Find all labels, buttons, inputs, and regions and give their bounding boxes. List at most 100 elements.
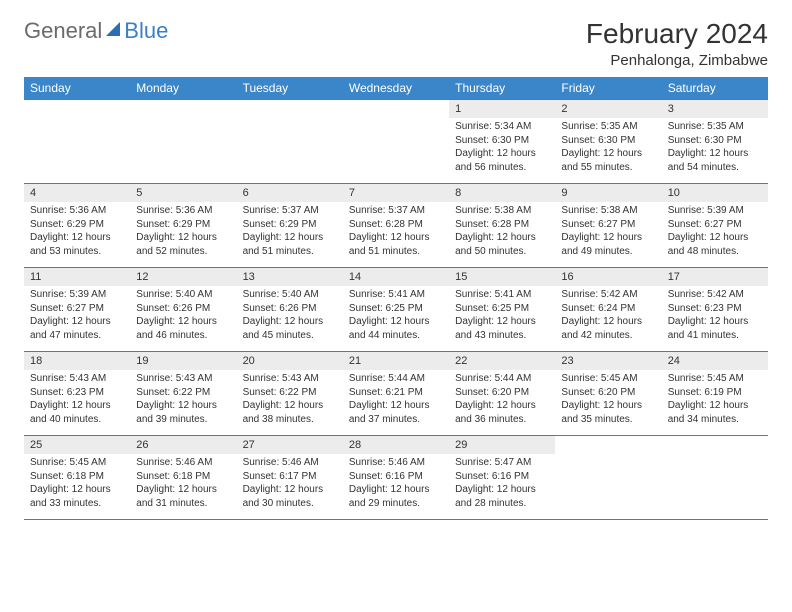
day-number: 18: [24, 352, 130, 370]
day-details: Sunrise: 5:42 AMSunset: 6:24 PMDaylight:…: [555, 286, 661, 346]
day-number: 26: [130, 436, 236, 454]
calendar-day-cell: [662, 436, 768, 520]
day-details: Sunrise: 5:36 AMSunset: 6:29 PMDaylight:…: [24, 202, 130, 262]
day-number: 27: [237, 436, 343, 454]
calendar-day-cell: [555, 436, 661, 520]
day-number: 8: [449, 184, 555, 202]
calendar-day-cell: 22Sunrise: 5:44 AMSunset: 6:20 PMDayligh…: [449, 352, 555, 436]
calendar-week-row: 11Sunrise: 5:39 AMSunset: 6:27 PMDayligh…: [24, 268, 768, 352]
day-details: Sunrise: 5:41 AMSunset: 6:25 PMDaylight:…: [449, 286, 555, 346]
calendar-day-cell: 28Sunrise: 5:46 AMSunset: 6:16 PMDayligh…: [343, 436, 449, 520]
day-of-week-header: Monday: [130, 77, 236, 100]
day-details: Sunrise: 5:39 AMSunset: 6:27 PMDaylight:…: [24, 286, 130, 346]
day-number: 21: [343, 352, 449, 370]
header: General Blue February 2024 Penhalonga, Z…: [24, 18, 768, 69]
calendar-day-cell: 26Sunrise: 5:46 AMSunset: 6:18 PMDayligh…: [130, 436, 236, 520]
day-number: 9: [555, 184, 661, 202]
calendar-day-cell: [237, 100, 343, 184]
calendar-week-row: 18Sunrise: 5:43 AMSunset: 6:23 PMDayligh…: [24, 352, 768, 436]
title-block: February 2024 Penhalonga, Zimbabwe: [586, 18, 768, 69]
calendar-day-cell: 9Sunrise: 5:38 AMSunset: 6:27 PMDaylight…: [555, 184, 661, 268]
calendar-day-cell: 21Sunrise: 5:44 AMSunset: 6:21 PMDayligh…: [343, 352, 449, 436]
calendar-body: 1Sunrise: 5:34 AMSunset: 6:30 PMDaylight…: [24, 100, 768, 520]
day-details: Sunrise: 5:38 AMSunset: 6:27 PMDaylight:…: [555, 202, 661, 262]
day-number: 4: [24, 184, 130, 202]
day-details: Sunrise: 5:43 AMSunset: 6:22 PMDaylight:…: [237, 370, 343, 430]
calendar-day-cell: 8Sunrise: 5:38 AMSunset: 6:28 PMDaylight…: [449, 184, 555, 268]
location-subtitle: Penhalonga, Zimbabwe: [586, 52, 768, 69]
day-details: Sunrise: 5:35 AMSunset: 6:30 PMDaylight:…: [662, 118, 768, 178]
day-of-week-header: Saturday: [662, 77, 768, 100]
calendar-day-cell: 1Sunrise: 5:34 AMSunset: 6:30 PMDaylight…: [449, 100, 555, 184]
calendar-day-cell: [343, 100, 449, 184]
calendar-day-cell: 6Sunrise: 5:37 AMSunset: 6:29 PMDaylight…: [237, 184, 343, 268]
day-number: 14: [343, 268, 449, 286]
day-details: Sunrise: 5:40 AMSunset: 6:26 PMDaylight:…: [237, 286, 343, 346]
calendar-day-cell: 4Sunrise: 5:36 AMSunset: 6:29 PMDaylight…: [24, 184, 130, 268]
day-details: Sunrise: 5:35 AMSunset: 6:30 PMDaylight:…: [555, 118, 661, 178]
day-number: 22: [449, 352, 555, 370]
calendar-day-cell: 24Sunrise: 5:45 AMSunset: 6:19 PMDayligh…: [662, 352, 768, 436]
day-details: Sunrise: 5:46 AMSunset: 6:16 PMDaylight:…: [343, 454, 449, 514]
calendar-header-row: SundayMondayTuesdayWednesdayThursdayFrid…: [24, 77, 768, 100]
calendar-day-cell: 12Sunrise: 5:40 AMSunset: 6:26 PMDayligh…: [130, 268, 236, 352]
calendar-day-cell: 19Sunrise: 5:43 AMSunset: 6:22 PMDayligh…: [130, 352, 236, 436]
day-number: 1: [449, 100, 555, 118]
day-number: 7: [343, 184, 449, 202]
day-number: 10: [662, 184, 768, 202]
calendar-page: General Blue February 2024 Penhalonga, Z…: [0, 0, 792, 538]
day-of-week-header: Friday: [555, 77, 661, 100]
day-number: 25: [24, 436, 130, 454]
day-details: Sunrise: 5:44 AMSunset: 6:20 PMDaylight:…: [449, 370, 555, 430]
day-details: Sunrise: 5:45 AMSunset: 6:18 PMDaylight:…: [24, 454, 130, 514]
logo-text-general: General: [24, 18, 102, 44]
calendar-day-cell: 20Sunrise: 5:43 AMSunset: 6:22 PMDayligh…: [237, 352, 343, 436]
month-title: February 2024: [586, 18, 768, 50]
day-of-week-header: Sunday: [24, 77, 130, 100]
calendar-day-cell: 10Sunrise: 5:39 AMSunset: 6:27 PMDayligh…: [662, 184, 768, 268]
logo: General Blue: [24, 18, 168, 44]
day-details: Sunrise: 5:40 AMSunset: 6:26 PMDaylight:…: [130, 286, 236, 346]
calendar-week-row: 4Sunrise: 5:36 AMSunset: 6:29 PMDaylight…: [24, 184, 768, 268]
day-details: Sunrise: 5:37 AMSunset: 6:28 PMDaylight:…: [343, 202, 449, 262]
day-details: Sunrise: 5:37 AMSunset: 6:29 PMDaylight:…: [237, 202, 343, 262]
day-details: Sunrise: 5:43 AMSunset: 6:22 PMDaylight:…: [130, 370, 236, 430]
calendar-day-cell: 29Sunrise: 5:47 AMSunset: 6:16 PMDayligh…: [449, 436, 555, 520]
day-of-week-header: Tuesday: [237, 77, 343, 100]
day-number: 29: [449, 436, 555, 454]
day-number: 28: [343, 436, 449, 454]
day-number: 16: [555, 268, 661, 286]
day-details: Sunrise: 5:38 AMSunset: 6:28 PMDaylight:…: [449, 202, 555, 262]
day-details: Sunrise: 5:42 AMSunset: 6:23 PMDaylight:…: [662, 286, 768, 346]
calendar-day-cell: 14Sunrise: 5:41 AMSunset: 6:25 PMDayligh…: [343, 268, 449, 352]
calendar-week-row: 25Sunrise: 5:45 AMSunset: 6:18 PMDayligh…: [24, 436, 768, 520]
calendar-day-cell: 25Sunrise: 5:45 AMSunset: 6:18 PMDayligh…: [24, 436, 130, 520]
calendar-day-cell: 13Sunrise: 5:40 AMSunset: 6:26 PMDayligh…: [237, 268, 343, 352]
calendar-day-cell: 16Sunrise: 5:42 AMSunset: 6:24 PMDayligh…: [555, 268, 661, 352]
calendar-day-cell: 11Sunrise: 5:39 AMSunset: 6:27 PMDayligh…: [24, 268, 130, 352]
calendar-day-cell: 17Sunrise: 5:42 AMSunset: 6:23 PMDayligh…: [662, 268, 768, 352]
calendar-week-row: 1Sunrise: 5:34 AMSunset: 6:30 PMDaylight…: [24, 100, 768, 184]
calendar-table: SundayMondayTuesdayWednesdayThursdayFrid…: [24, 77, 768, 520]
calendar-day-cell: 23Sunrise: 5:45 AMSunset: 6:20 PMDayligh…: [555, 352, 661, 436]
day-details: Sunrise: 5:44 AMSunset: 6:21 PMDaylight:…: [343, 370, 449, 430]
calendar-day-cell: 2Sunrise: 5:35 AMSunset: 6:30 PMDaylight…: [555, 100, 661, 184]
day-details: Sunrise: 5:45 AMSunset: 6:20 PMDaylight:…: [555, 370, 661, 430]
day-number: 2: [555, 100, 661, 118]
day-number: 24: [662, 352, 768, 370]
day-details: Sunrise: 5:41 AMSunset: 6:25 PMDaylight:…: [343, 286, 449, 346]
day-number: 13: [237, 268, 343, 286]
calendar-day-cell: 3Sunrise: 5:35 AMSunset: 6:30 PMDaylight…: [662, 100, 768, 184]
day-number: 17: [662, 268, 768, 286]
calendar-day-cell: 5Sunrise: 5:36 AMSunset: 6:29 PMDaylight…: [130, 184, 236, 268]
day-number: 20: [237, 352, 343, 370]
day-of-week-header: Wednesday: [343, 77, 449, 100]
day-of-week-header: Thursday: [449, 77, 555, 100]
day-number: 15: [449, 268, 555, 286]
day-details: Sunrise: 5:45 AMSunset: 6:19 PMDaylight:…: [662, 370, 768, 430]
day-number: 19: [130, 352, 236, 370]
day-number: 12: [130, 268, 236, 286]
day-number: 3: [662, 100, 768, 118]
day-details: Sunrise: 5:39 AMSunset: 6:27 PMDaylight:…: [662, 202, 768, 262]
logo-text-blue: Blue: [110, 18, 168, 44]
